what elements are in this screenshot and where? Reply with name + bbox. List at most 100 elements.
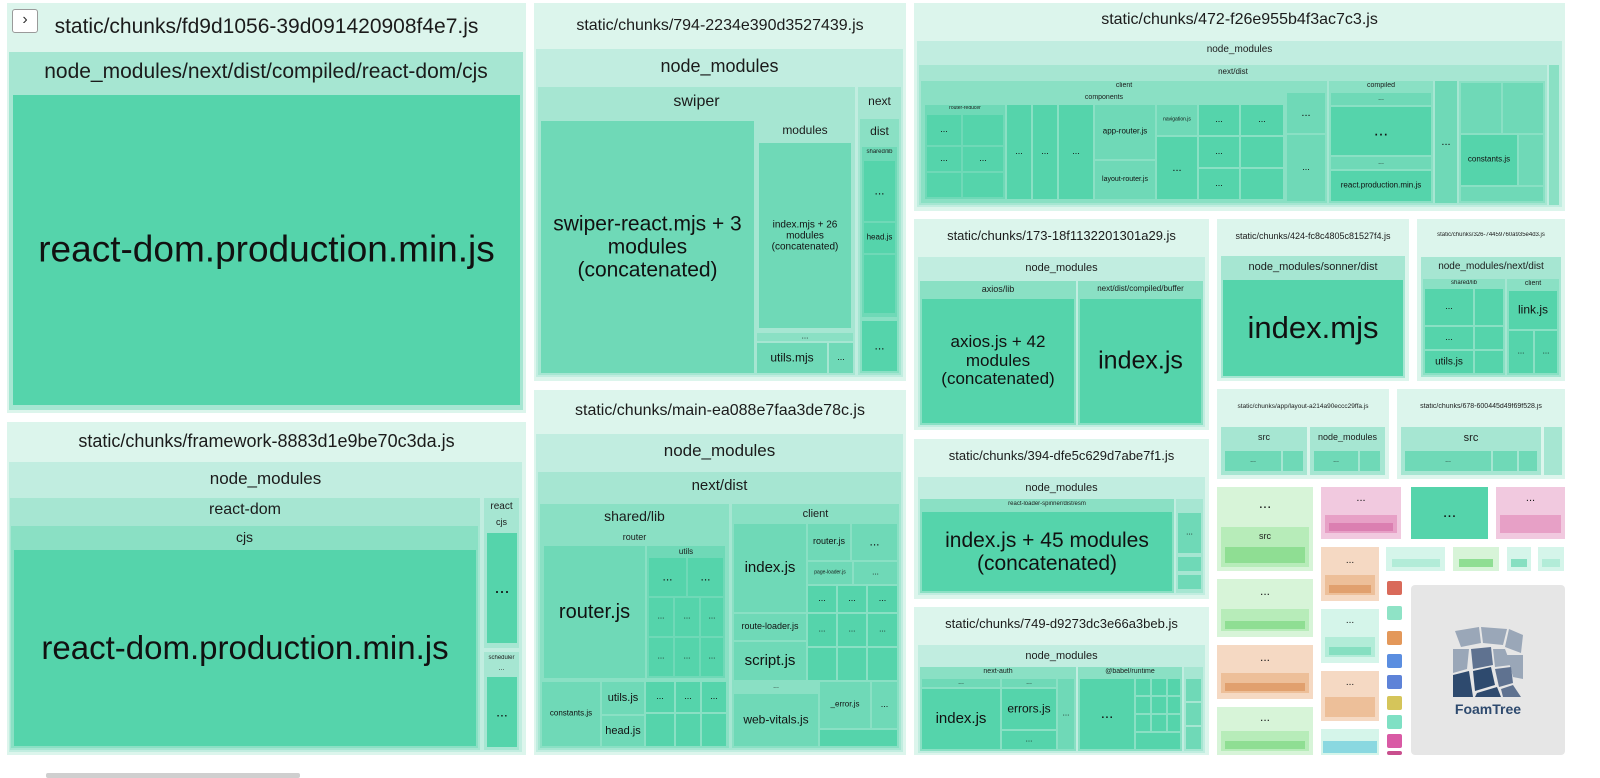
module-more[interactable]: ... — [1331, 107, 1431, 155]
module-app-router[interactable]: app-router.js — [1095, 105, 1155, 159]
module-more[interactable] — [1283, 451, 1303, 471]
chunk-small[interactable] — [1386, 547, 1445, 571]
group-shared[interactable]: constants.js — [1459, 81, 1545, 203]
module-index[interactable]: index.js — [922, 689, 1000, 749]
swatch-tile[interactable] — [1387, 581, 1402, 595]
module-index-mjs[interactable]: index.mjs — [1223, 280, 1403, 376]
chunk-small[interactable]: ... — [1321, 487, 1401, 539]
module-utils[interactable]: utils.mjs — [757, 343, 827, 373]
module-more[interactable]: ... — [688, 558, 723, 596]
module-more[interactable]: ... — [1007, 105, 1031, 199]
module-more[interactable] — [1325, 697, 1375, 717]
module-more[interactable] — [1225, 741, 1305, 749]
module-more[interactable] — [676, 714, 700, 746]
module-more[interactable] — [868, 648, 897, 680]
module-more[interactable]: ... — [676, 682, 700, 712]
module-more[interactable]: ... — [487, 677, 517, 747]
module-react-production[interactable]: react.production.min.js — [1331, 171, 1431, 201]
group-next[interactable]: next dist shared/lib ... head.js ... — [858, 87, 901, 375]
module-more[interactable]: ... — [868, 614, 897, 646]
swatch-tile[interactable] — [1387, 606, 1402, 620]
module-more[interactable]: ... — [649, 598, 673, 636]
group-next-auth[interactable]: next-auth ... index.js ... errors.js ...… — [920, 667, 1076, 751]
module-more[interactable] — [702, 714, 726, 746]
module-index-concat[interactable]: index.js + 45 modules (concatenated) — [922, 512, 1172, 591]
group-client[interactable]: client index.js router.js ... page-loade… — [732, 504, 899, 748]
module-navigation[interactable]: navigation.js — [1157, 105, 1197, 135]
module-layout-router[interactable]: layout-router.js — [1095, 161, 1155, 199]
module-more[interactable] — [1459, 559, 1493, 567]
group-next-dist[interactable]: next/dist client components router-reduc… — [919, 65, 1547, 205]
group-next-dist[interactable]: node_modules/next/dist shared/lib ... ..… — [1421, 257, 1561, 377]
module-more[interactable]: ... — [963, 147, 1003, 171]
module-head[interactable]: head.js — [864, 223, 895, 253]
module-more[interactable]: ... — [1435, 81, 1457, 203]
module-more[interactable] — [1461, 83, 1501, 133]
group-react-dom[interactable]: react-dom cjs react-dom.production.min.j… — [10, 498, 480, 750]
module-more[interactable]: ... — [1241, 105, 1283, 135]
module-more[interactable]: ... — [864, 161, 895, 221]
module-more[interactable] — [1519, 451, 1537, 471]
chunk-small[interactable]: ... — [1321, 671, 1379, 721]
module-more[interactable] — [1178, 557, 1201, 571]
module-more[interactable]: ... — [1178, 513, 1201, 553]
module-more[interactable] — [1152, 697, 1166, 713]
module-index[interactable]: index.js — [1080, 299, 1201, 423]
module-more[interactable] — [1241, 137, 1283, 167]
module-more[interactable] — [1511, 559, 1527, 567]
module-more[interactable] — [1225, 621, 1305, 629]
group-axios-lib[interactable]: axios/lib axios.js + 42 modules (concate… — [920, 281, 1076, 425]
module-more[interactable] — [1329, 585, 1371, 593]
module-more[interactable]: ... — [1509, 331, 1533, 373]
module-more[interactable]: ... — [646, 682, 674, 712]
module-more[interactable] — [1168, 715, 1180, 731]
module-more[interactable] — [1542, 559, 1560, 567]
chunk-678[interactable]: static/chunks/678-600445d49f69f528.js sr… — [1397, 389, 1565, 479]
module-more[interactable]: ... — [808, 586, 836, 612]
group-router[interactable]: router router.js utils ... ... ... ... .… — [542, 530, 727, 680]
module-more[interactable] — [1493, 451, 1517, 471]
horizontal-scrollbar[interactable] — [46, 773, 300, 778]
module-more[interactable] — [1152, 679, 1166, 695]
group-node-modules[interactable]: node_modules next-auth ... index.js ... … — [918, 645, 1205, 753]
module-page-loader[interactable]: page-loader.js — [808, 562, 852, 584]
module-more[interactable] — [963, 115, 1003, 145]
group-node-modules[interactable]: node_modules next/dist shared/lib router… — [536, 434, 903, 752]
module-more[interactable] — [838, 648, 866, 680]
module-more[interactable] — [1475, 327, 1503, 349]
group-src[interactable]: src ... — [1401, 427, 1541, 475]
module-more[interactable] — [1461, 187, 1543, 201]
module-more[interactable]: ... — [1225, 451, 1281, 471]
module-errors[interactable]: errors.js — [1002, 689, 1056, 729]
swatch-tile[interactable] — [1387, 675, 1402, 689]
chunk-small[interactable] — [1538, 547, 1564, 571]
module-more[interactable]: ... — [808, 614, 836, 646]
swatch-tile[interactable] — [1387, 631, 1402, 645]
module-more[interactable]: ... — [1199, 105, 1239, 135]
module-more[interactable] — [1519, 135, 1543, 185]
module-more[interactable] — [1136, 697, 1150, 713]
chunk-173[interactable]: static/chunks/173-18f1132201301a29.js no… — [914, 219, 1209, 430]
chunk-749[interactable]: static/chunks/749-d9273dc3e66a3beb.js no… — [914, 607, 1209, 755]
group-babel-runtime[interactable]: @babel/runtime ... — [1078, 667, 1182, 751]
group-cjs[interactable]: cjs react-dom.production.min.js — [11, 526, 478, 748]
module-more[interactable]: ... — [757, 333, 853, 341]
module-more[interactable]: ... — [1002, 679, 1056, 687]
swatch-tile[interactable] — [1387, 734, 1402, 748]
module-more[interactable]: ... — [1080, 679, 1134, 749]
module-error[interactable]: _error.js — [820, 682, 870, 728]
module-more[interactable] — [1168, 679, 1180, 695]
group-components[interactable]: components router-reducer ... ... ... ..… — [923, 93, 1285, 201]
module-more[interactable]: ... — [927, 115, 961, 145]
module-more[interactable] — [1325, 515, 1397, 533]
module-more[interactable] — [1500, 515, 1561, 533]
group-node-modules[interactable]: node_modules react-loader-spinner/dist/e… — [918, 477, 1205, 595]
module-more[interactable] — [1475, 289, 1503, 325]
module-more[interactable] — [646, 714, 674, 746]
chunk-small[interactable]: ... — [1321, 547, 1379, 601]
module-more[interactable]: ... — [701, 598, 723, 636]
module-head[interactable]: head.js — [602, 716, 644, 746]
chunk-small[interactable]: ... — [1217, 579, 1313, 637]
chunk-small[interactable]: ... — [1217, 645, 1313, 699]
group-swiper[interactable]: swiper swiper-react.mjs + 3 modules (con… — [538, 87, 855, 375]
